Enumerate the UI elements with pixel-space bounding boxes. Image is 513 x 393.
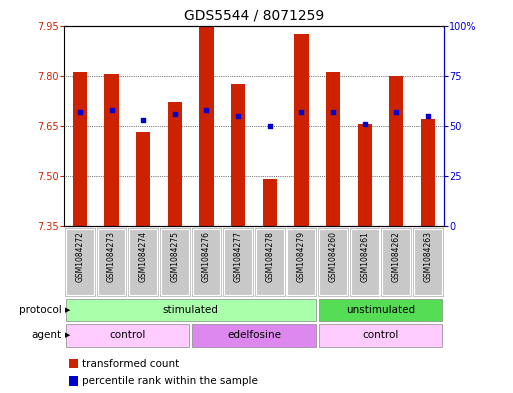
Text: transformed count: transformed count	[82, 358, 180, 369]
FancyBboxPatch shape	[192, 229, 221, 296]
Bar	[421, 119, 435, 226]
Point	[107, 107, 115, 113]
FancyBboxPatch shape	[161, 229, 189, 296]
Text: percentile rank within the sample: percentile rank within the sample	[82, 376, 258, 386]
Bar	[294, 34, 308, 226]
FancyBboxPatch shape	[129, 229, 157, 296]
Bar	[73, 72, 87, 226]
FancyBboxPatch shape	[66, 229, 94, 296]
Bar	[326, 72, 340, 226]
Bar	[105, 74, 119, 226]
FancyBboxPatch shape	[224, 229, 252, 296]
Point	[76, 108, 84, 115]
FancyBboxPatch shape	[66, 299, 315, 321]
Text: GSM1084260: GSM1084260	[328, 231, 338, 283]
Text: GSM1084278: GSM1084278	[265, 231, 274, 282]
Text: GSM1084276: GSM1084276	[202, 231, 211, 283]
FancyBboxPatch shape	[287, 229, 315, 296]
Point	[297, 108, 305, 115]
Text: protocol: protocol	[19, 305, 62, 315]
Point	[139, 117, 147, 123]
Text: control: control	[362, 331, 399, 340]
Bar	[136, 132, 150, 226]
Text: GSM1084277: GSM1084277	[233, 231, 243, 283]
FancyBboxPatch shape	[319, 324, 442, 347]
Text: GSM1084262: GSM1084262	[392, 231, 401, 282]
FancyBboxPatch shape	[319, 299, 442, 321]
Bar	[389, 75, 403, 226]
Text: ▶: ▶	[65, 332, 70, 338]
FancyBboxPatch shape	[256, 229, 284, 296]
Title: GDS5544 / 8071259: GDS5544 / 8071259	[184, 9, 324, 23]
Text: edelfosine: edelfosine	[227, 331, 281, 340]
Point	[361, 121, 369, 127]
Point	[202, 107, 210, 113]
Text: agent: agent	[31, 331, 62, 340]
Text: unstimulated: unstimulated	[346, 305, 415, 315]
Text: GSM1084279: GSM1084279	[297, 231, 306, 283]
Text: stimulated: stimulated	[163, 305, 219, 315]
Text: GSM1084273: GSM1084273	[107, 231, 116, 283]
Point	[424, 112, 432, 119]
Bar	[231, 84, 245, 226]
Text: GSM1084263: GSM1084263	[423, 231, 432, 283]
Point	[266, 123, 274, 129]
FancyBboxPatch shape	[97, 229, 126, 296]
Bar	[168, 102, 182, 226]
FancyBboxPatch shape	[351, 229, 379, 296]
FancyBboxPatch shape	[382, 229, 410, 296]
FancyBboxPatch shape	[319, 229, 347, 296]
Point	[234, 112, 242, 119]
Point	[171, 110, 179, 117]
Bar	[358, 124, 372, 226]
Text: GSM1084275: GSM1084275	[170, 231, 180, 283]
Text: GSM1084261: GSM1084261	[360, 231, 369, 282]
Point	[329, 108, 337, 115]
Point	[392, 108, 400, 115]
FancyBboxPatch shape	[414, 229, 442, 296]
FancyBboxPatch shape	[192, 324, 315, 347]
Text: GSM1084274: GSM1084274	[139, 231, 148, 283]
Bar	[263, 179, 277, 226]
Text: GSM1084272: GSM1084272	[75, 231, 85, 282]
FancyBboxPatch shape	[66, 324, 189, 347]
Text: ▶: ▶	[65, 307, 70, 313]
Text: control: control	[109, 331, 146, 340]
Bar	[200, 27, 213, 226]
